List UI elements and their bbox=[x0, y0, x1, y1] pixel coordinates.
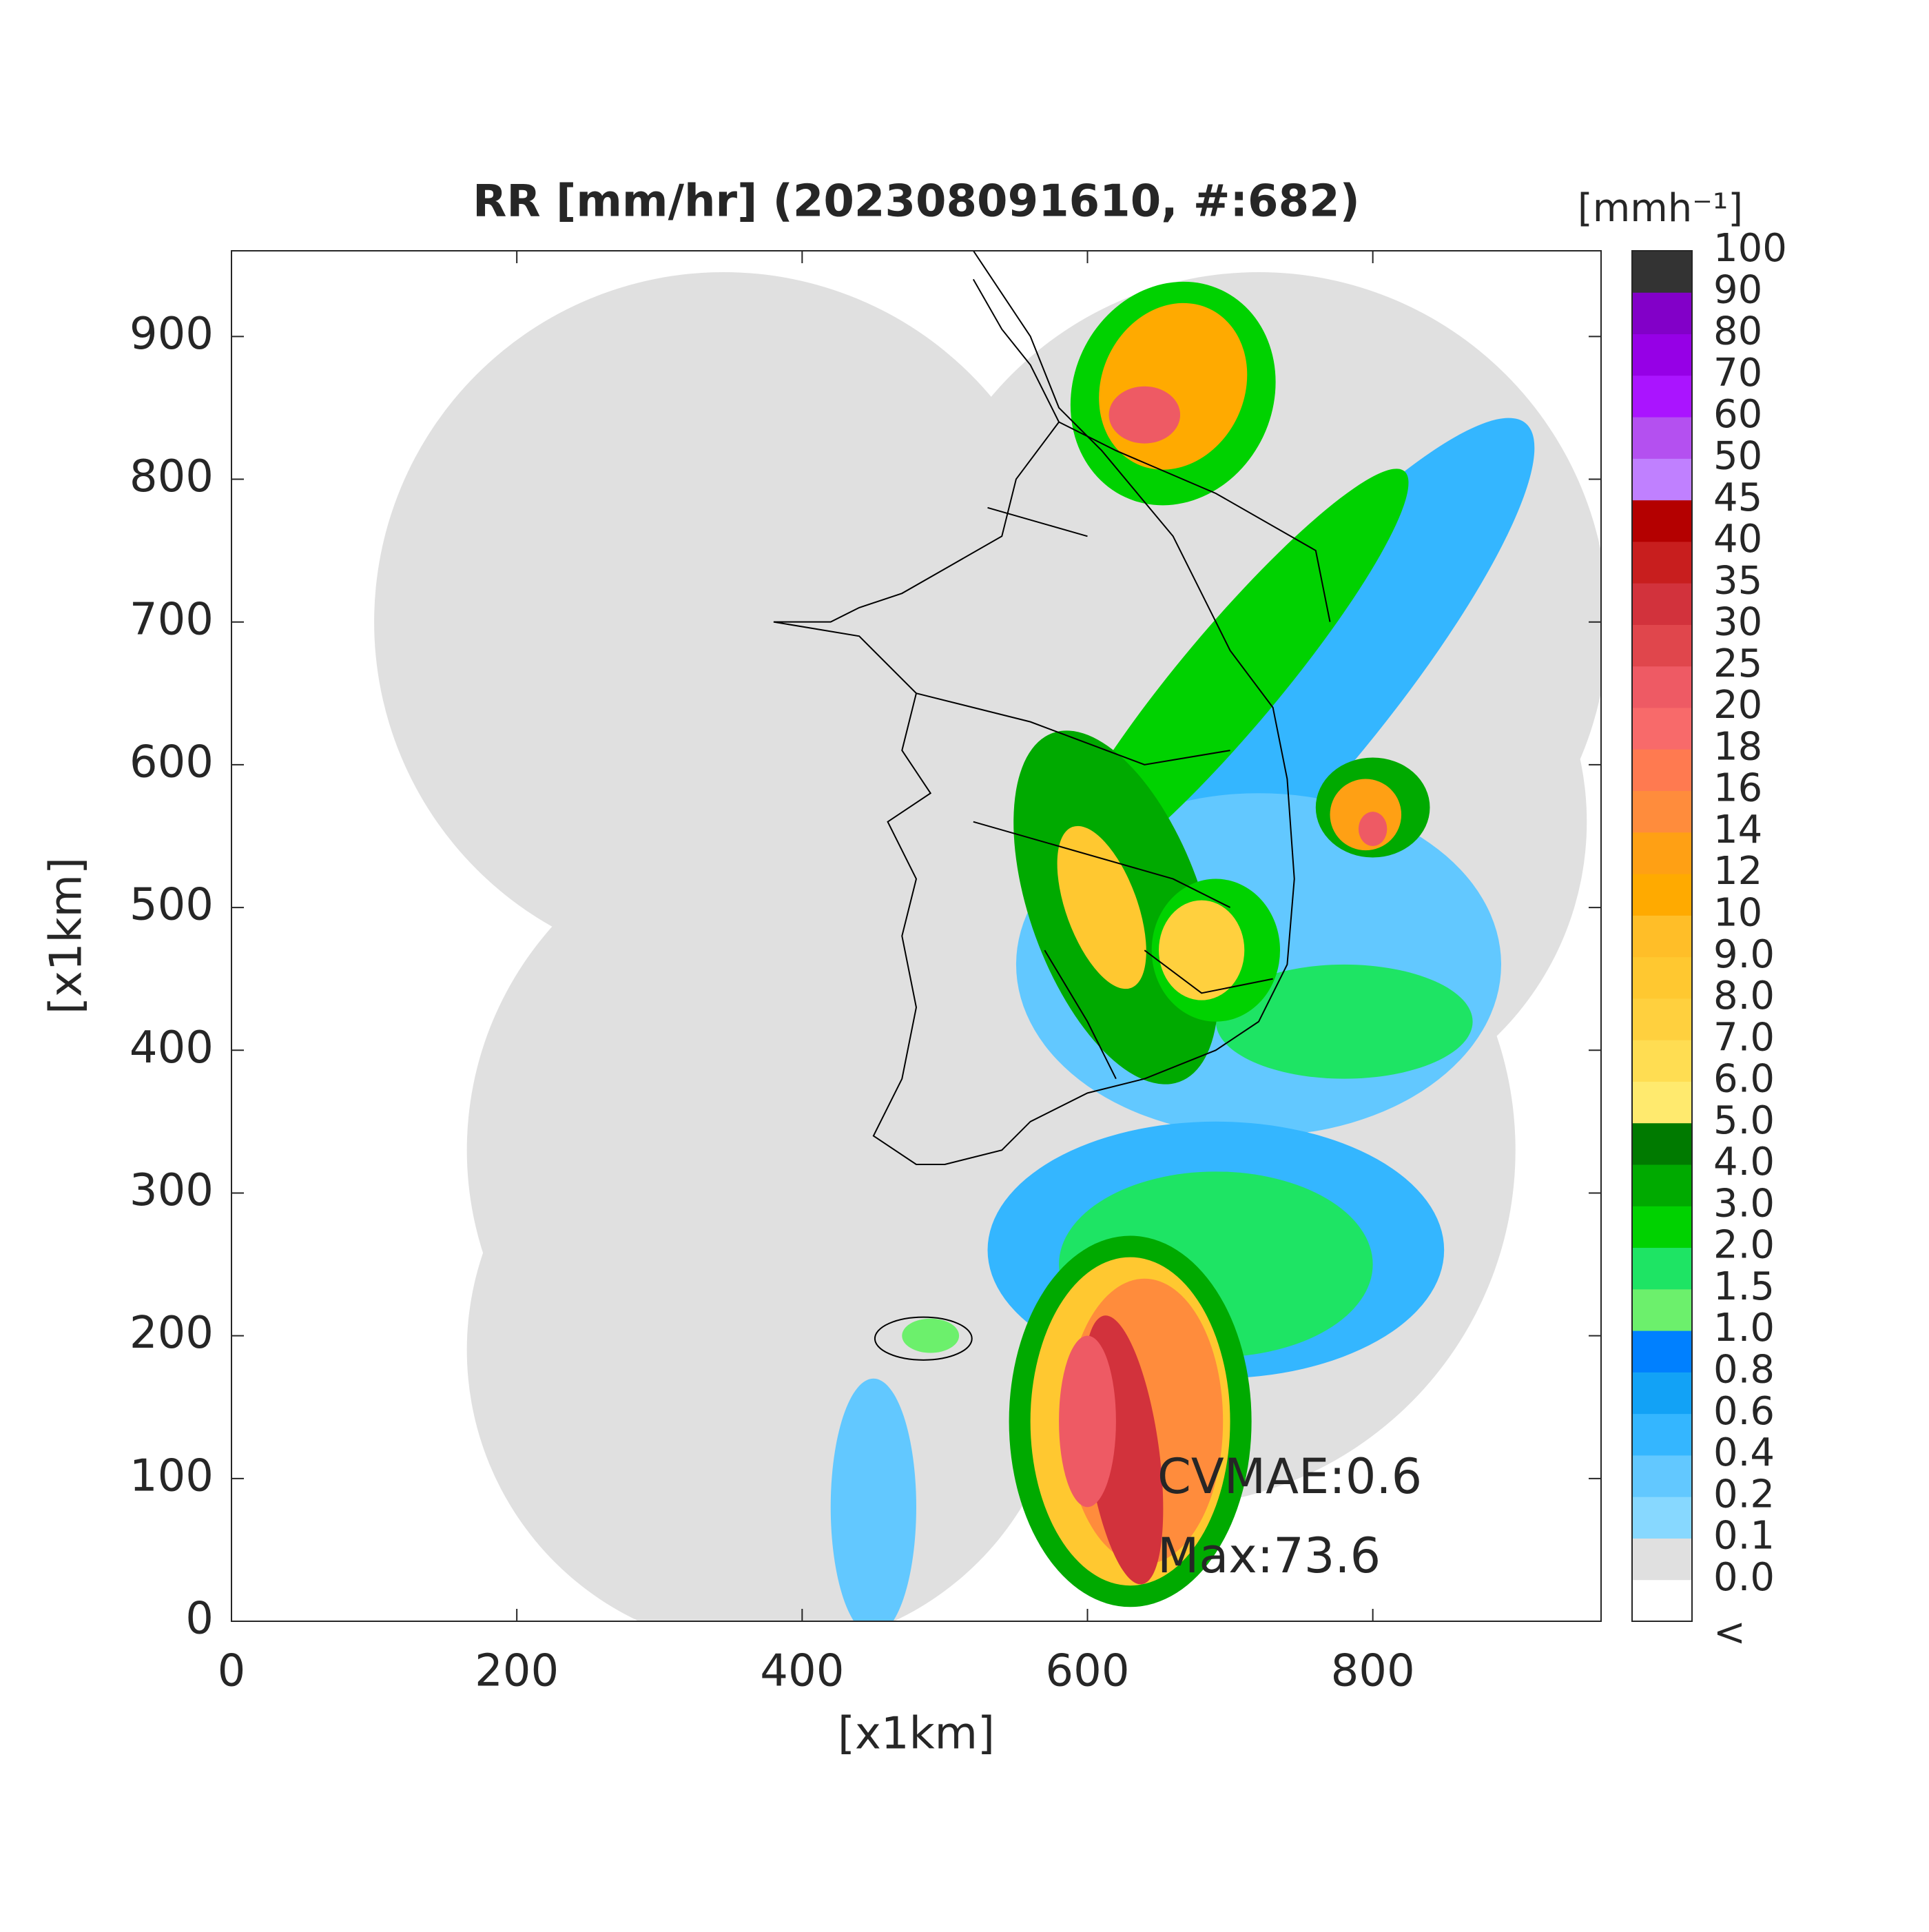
colorbar-label: < bbox=[1713, 1610, 1746, 1655]
colorbar-label: 0.4 bbox=[1713, 1430, 1775, 1475]
colorbar-label: 4.0 bbox=[1713, 1140, 1775, 1184]
radar-field bbox=[374, 248, 1601, 1621]
colorbar-swatch bbox=[1632, 1122, 1692, 1165]
x-tick-label: 600 bbox=[1045, 1646, 1129, 1697]
y-tick-label: 400 bbox=[130, 1022, 214, 1073]
y-tick-label: 300 bbox=[130, 1165, 214, 1216]
colorbar-swatch bbox=[1632, 1164, 1692, 1206]
colorbar-swatch bbox=[1632, 1372, 1692, 1415]
colorbar-label: 0.1 bbox=[1713, 1514, 1775, 1559]
colorbar-label: 0.6 bbox=[1713, 1389, 1775, 1434]
colorbar-swatch bbox=[1632, 1497, 1692, 1539]
colorbar-swatch bbox=[1632, 1288, 1692, 1331]
colorbar-label: 16 bbox=[1713, 766, 1762, 811]
colorbar-swatch bbox=[1632, 375, 1692, 418]
colorbar-label: 40 bbox=[1713, 517, 1762, 562]
colorbar-label: 0.2 bbox=[1713, 1472, 1775, 1517]
y-tick-label: 0 bbox=[185, 1594, 214, 1645]
colorbar-swatch bbox=[1632, 832, 1692, 874]
colorbar-label: 30 bbox=[1713, 600, 1762, 645]
colorbar-swatch bbox=[1632, 708, 1692, 750]
colorbar-label: 0.8 bbox=[1713, 1348, 1775, 1393]
colorbar-swatch bbox=[1632, 500, 1692, 542]
colorbar-label: 7.0 bbox=[1713, 1015, 1775, 1060]
colorbar-swatch bbox=[1632, 1579, 1692, 1622]
colorbar-label: 60 bbox=[1713, 392, 1762, 437]
y-tick-label: 700 bbox=[130, 594, 214, 645]
colorbar-swatch bbox=[1632, 1040, 1692, 1082]
y-tick-label: 900 bbox=[130, 309, 214, 360]
colorbar-swatch bbox=[1632, 541, 1692, 584]
colorbar-label: 45 bbox=[1713, 475, 1762, 520]
y-axis-label: [x1km] bbox=[41, 857, 92, 1014]
colorbar-label: 12 bbox=[1713, 849, 1762, 894]
y-tick-label: 200 bbox=[130, 1308, 214, 1359]
colorbar-label: 9.0 bbox=[1713, 932, 1775, 977]
colorbar-label: 6.0 bbox=[1713, 1057, 1775, 1102]
x-tick-label: 800 bbox=[1331, 1646, 1415, 1697]
y-tick-label: 500 bbox=[130, 880, 214, 931]
colorbar-label: 20 bbox=[1713, 683, 1762, 728]
y-tick-label: 800 bbox=[130, 451, 214, 502]
colorbar-swatch bbox=[1632, 915, 1692, 958]
plot-frame bbox=[231, 250, 1602, 1622]
colorbar-label: 10 bbox=[1713, 891, 1762, 936]
colorbar-label: 90 bbox=[1713, 267, 1762, 312]
rain-echoes bbox=[830, 281, 1535, 1621]
colorbar-label: 3.0 bbox=[1713, 1181, 1775, 1226]
colorbar-label: 25 bbox=[1713, 641, 1762, 686]
colorbar-swatch bbox=[1632, 1455, 1692, 1497]
x-axis-label: [x1km] bbox=[838, 1709, 995, 1760]
colorbar-swatch bbox=[1632, 333, 1692, 376]
colorbar-swatch bbox=[1632, 998, 1692, 1040]
y-tick-label: 600 bbox=[130, 737, 214, 788]
colorbar-swatch bbox=[1632, 1247, 1692, 1290]
colorbar-label: 14 bbox=[1713, 808, 1762, 852]
colorbar-swatch bbox=[1632, 666, 1692, 708]
colorbar-label: 0.0 bbox=[1713, 1555, 1775, 1600]
y-tick-label: 100 bbox=[130, 1450, 214, 1501]
chart-title: RR [mm/hr] (202308091610, #:682) bbox=[473, 176, 1360, 227]
colorbar-label: 35 bbox=[1713, 558, 1762, 603]
colorbar-swatch bbox=[1632, 1538, 1692, 1581]
x-tick-label: 400 bbox=[760, 1646, 844, 1697]
colorbar-label: 8.0 bbox=[1713, 974, 1775, 1018]
colorbar-label: 100 bbox=[1713, 226, 1787, 271]
colorbar-swatch bbox=[1632, 1206, 1692, 1248]
colorbar-label: 50 bbox=[1713, 434, 1762, 479]
x-tick-label: 200 bbox=[475, 1646, 559, 1697]
colorbar-label: 70 bbox=[1713, 351, 1762, 395]
map-layer bbox=[374, 248, 1601, 1621]
colorbar-label: 80 bbox=[1713, 309, 1762, 354]
annotation: Max:73.6 bbox=[1157, 1528, 1381, 1584]
colorbar-swatch bbox=[1632, 1413, 1692, 1456]
colorbar-label: 1.0 bbox=[1713, 1306, 1775, 1350]
colorbar-swatch bbox=[1632, 956, 1692, 999]
colorbar-swatch bbox=[1632, 1330, 1692, 1373]
colorbar-swatch bbox=[1632, 749, 1692, 792]
x-tick-label: 0 bbox=[218, 1646, 246, 1697]
colorbar-label: 5.0 bbox=[1713, 1098, 1775, 1143]
colorbar-swatch bbox=[1632, 458, 1692, 501]
colorbar-frame bbox=[1631, 250, 1693, 1622]
colorbar-label: 2.0 bbox=[1713, 1223, 1775, 1268]
colorbar-swatch bbox=[1632, 790, 1692, 833]
colorbar-swatch bbox=[1632, 583, 1692, 625]
annotation: CVMAE:0.6 bbox=[1157, 1448, 1422, 1505]
colorbar-label: 18 bbox=[1713, 724, 1762, 769]
colorbar-swatch bbox=[1632, 417, 1692, 459]
colorbar-swatch bbox=[1632, 292, 1692, 335]
coastline bbox=[774, 251, 1330, 1360]
colorbar-swatch bbox=[1632, 624, 1692, 667]
colorbar-swatch bbox=[1632, 251, 1692, 293]
colorbar-title: [mmh⁻¹] bbox=[1578, 186, 1743, 231]
colorbar-label: 1.5 bbox=[1713, 1264, 1775, 1309]
colorbar-swatch bbox=[1632, 1081, 1692, 1124]
colorbar-swatch bbox=[1632, 874, 1692, 916]
